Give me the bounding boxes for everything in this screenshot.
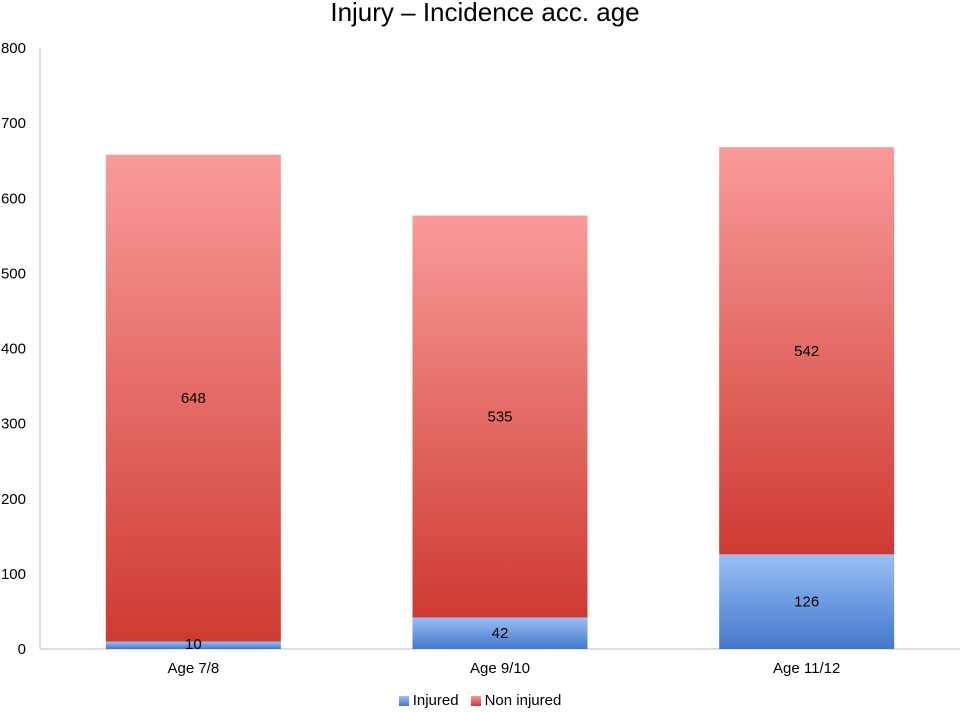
legend: Injured Non injured	[0, 692, 960, 709]
chart-title: Injury – Incidence acc. age	[330, 0, 640, 27]
category-label: Age 11/12	[773, 660, 840, 677]
y-tick-label: 200	[1, 491, 26, 508]
data-label: 10	[185, 636, 202, 653]
bar-injured	[412, 617, 588, 649]
bar-non-injured	[719, 147, 895, 555]
y-tick-label: 100	[1, 566, 26, 583]
y-tick-label: 300	[1, 416, 26, 433]
data-label: 126	[794, 594, 819, 611]
category-label: Age 9/10	[470, 660, 530, 677]
y-tick-label: 800	[1, 40, 26, 57]
y-tick-label: 0	[18, 641, 26, 658]
bar-non-injured	[105, 154, 281, 642]
y-tick-label: 500	[1, 265, 26, 282]
data-label: 648	[181, 390, 206, 407]
y-tick-label: 400	[1, 341, 26, 358]
data-label: 542	[794, 343, 819, 360]
legend-label-injured: Injured	[412, 692, 459, 709]
legend-item-non-injured: Non injured	[470, 692, 562, 709]
bar-non-injured	[412, 215, 588, 618]
y-tick-label: 700	[1, 115, 26, 132]
bar-injured	[105, 641, 281, 649]
legend-swatch-injured	[398, 695, 409, 706]
data-label: 42	[492, 625, 509, 642]
legend-swatch-non-injured	[470, 695, 481, 706]
category-label: Age 7/8	[167, 660, 219, 677]
legend-label-non-injured: Non injured	[484, 692, 562, 709]
data-label: 535	[487, 408, 512, 425]
legend-item-injured: Injured	[398, 692, 459, 709]
bar-injured	[719, 554, 895, 649]
y-tick-label: 600	[1, 190, 26, 207]
